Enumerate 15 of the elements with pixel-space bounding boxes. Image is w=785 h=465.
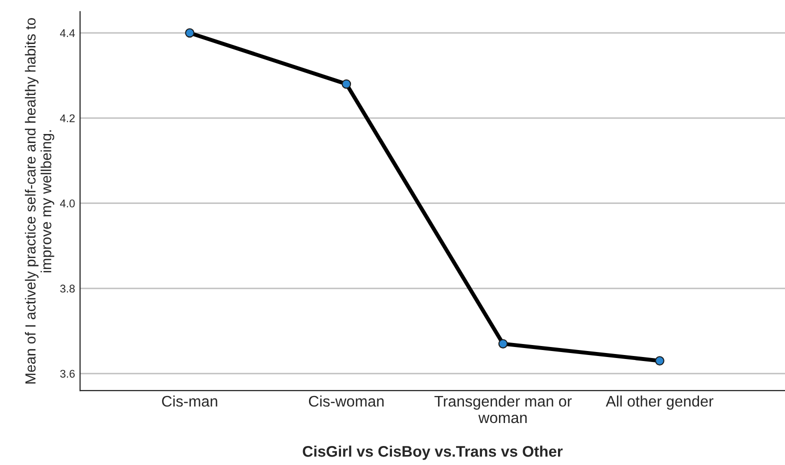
point	[654, 356, 664, 366]
y-tick-label: 4.0	[60, 200, 75, 208]
x-tick-label: Cis-woman	[308, 395, 384, 407]
y-axis-title: Mean of I actively practice self-care and healthy habits to improve my wellbeing.	[24, 18, 54, 384]
y-tick-label: 3.8	[60, 284, 75, 293]
x-axis-title: CisGirl vs CisBoy vs.Trans vs Other	[302, 446, 563, 460]
point	[342, 79, 352, 89]
x-tick-label: All other gender	[606, 395, 714, 410]
y-tick-label: 3.6	[60, 370, 75, 378]
y-tick-label: 4.4	[60, 29, 75, 37]
point	[185, 28, 194, 38]
x-tick-label: Transgender man or woman	[434, 395, 572, 424]
x-tick-label: Cis-man	[162, 395, 218, 407]
point	[498, 339, 508, 348]
y-tick-label: 4.2	[60, 114, 75, 122]
